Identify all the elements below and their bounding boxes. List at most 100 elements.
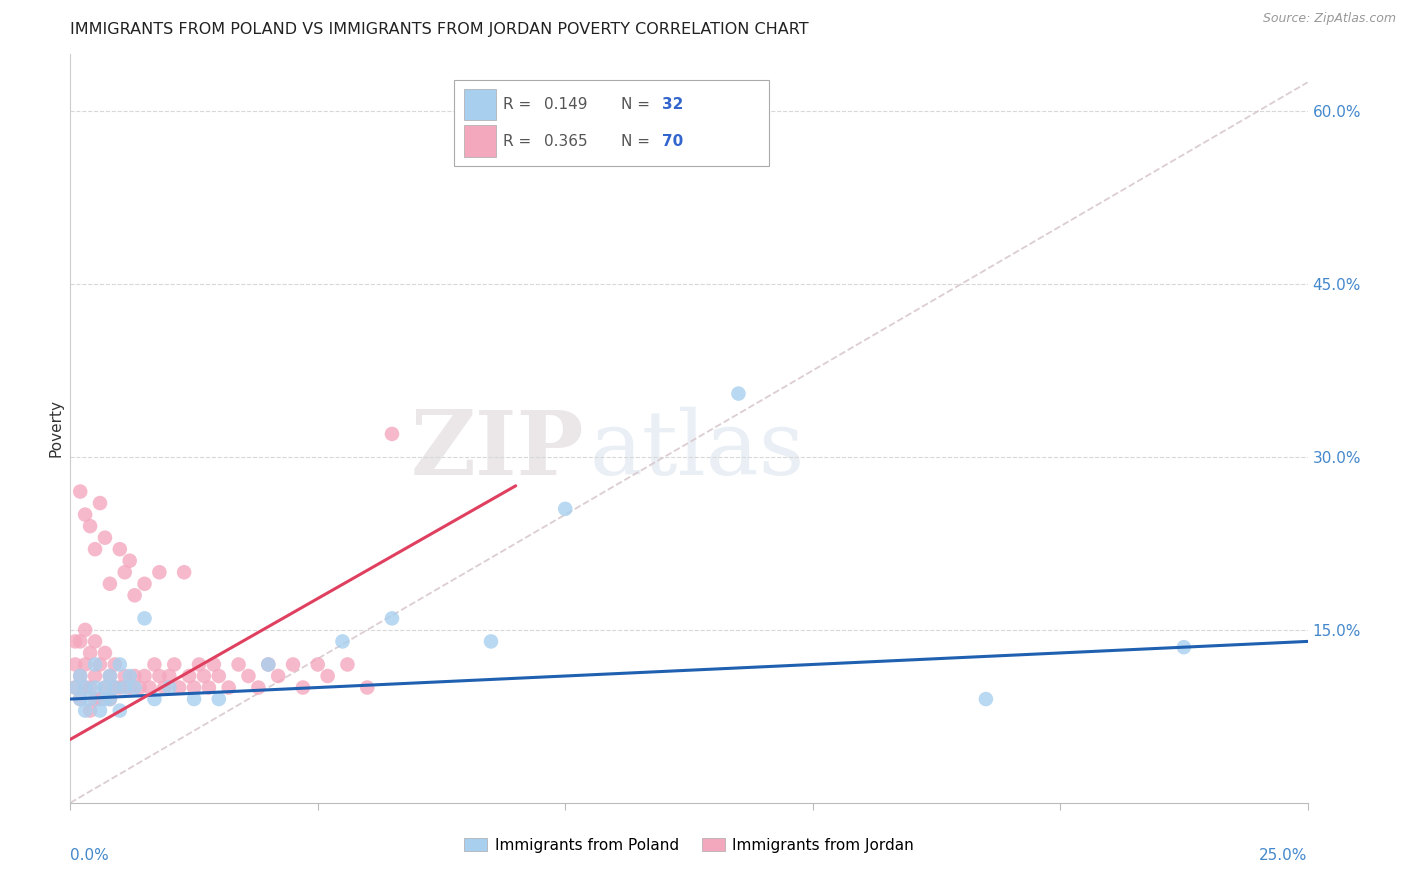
Point — [104, 657, 127, 672]
Point — [381, 426, 404, 441]
Point — [157, 669, 180, 683]
Text: 0.0%: 0.0% — [70, 847, 110, 863]
Point — [69, 634, 91, 648]
Point — [193, 669, 215, 683]
FancyBboxPatch shape — [454, 79, 769, 166]
Point — [148, 566, 170, 580]
Point — [79, 519, 101, 533]
Point — [138, 681, 160, 695]
Text: R =: R = — [503, 97, 537, 112]
Point — [79, 646, 101, 660]
Point — [134, 611, 156, 625]
Point — [218, 681, 240, 695]
Point — [118, 669, 141, 683]
Point — [307, 657, 329, 672]
Point — [173, 566, 195, 580]
Point — [69, 484, 91, 499]
Point — [84, 657, 107, 672]
Point — [94, 646, 117, 660]
Text: N =: N = — [621, 97, 655, 112]
Point — [94, 692, 117, 706]
Point — [108, 681, 131, 695]
Point — [188, 657, 211, 672]
Point — [128, 681, 150, 695]
Y-axis label: Poverty: Poverty — [49, 399, 63, 458]
Point — [75, 681, 97, 695]
Point — [94, 681, 117, 695]
Text: N =: N = — [621, 134, 655, 149]
Text: 70: 70 — [662, 134, 683, 149]
Point — [94, 531, 117, 545]
Point — [356, 681, 378, 695]
Point — [202, 657, 225, 672]
Point — [114, 669, 136, 683]
Point — [134, 669, 156, 683]
Point — [554, 501, 576, 516]
Text: ZIP: ZIP — [411, 407, 583, 494]
Point — [198, 681, 221, 695]
Point — [84, 634, 107, 648]
Point — [257, 657, 280, 672]
Point — [316, 669, 339, 683]
Point — [1173, 640, 1195, 655]
Legend: Immigrants from Poland, Immigrants from Jordan: Immigrants from Poland, Immigrants from … — [458, 831, 920, 859]
Point — [79, 704, 101, 718]
Text: IMMIGRANTS FROM POLAND VS IMMIGRANTS FROM JORDAN POVERTY CORRELATION CHART: IMMIGRANTS FROM POLAND VS IMMIGRANTS FRO… — [70, 22, 808, 37]
Point — [134, 576, 156, 591]
Point — [183, 692, 205, 706]
FancyBboxPatch shape — [464, 126, 496, 157]
Point — [247, 681, 270, 695]
Point — [114, 566, 136, 580]
Point — [148, 669, 170, 683]
Point — [75, 508, 97, 522]
Text: 25.0%: 25.0% — [1260, 847, 1308, 863]
Point — [69, 692, 91, 706]
Point — [94, 681, 117, 695]
Point — [124, 588, 146, 602]
Point — [114, 681, 136, 695]
Point — [89, 704, 111, 718]
Point — [89, 657, 111, 672]
Point — [79, 681, 101, 695]
Point — [177, 669, 200, 683]
Text: 0.365: 0.365 — [544, 134, 588, 149]
Point — [108, 657, 131, 672]
Point — [118, 554, 141, 568]
Point — [257, 657, 280, 672]
Point — [208, 669, 231, 683]
Point — [108, 704, 131, 718]
Point — [65, 657, 87, 672]
Point — [89, 692, 111, 706]
Text: R =: R = — [503, 134, 537, 149]
Point — [157, 681, 180, 695]
Point — [153, 681, 176, 695]
Point — [124, 669, 146, 683]
Point — [98, 576, 121, 591]
Point — [98, 692, 121, 706]
Point — [291, 681, 314, 695]
Point — [104, 681, 127, 695]
Point — [69, 692, 91, 706]
Point — [84, 681, 107, 695]
Point — [65, 681, 87, 695]
Point — [75, 623, 97, 637]
Point — [108, 542, 131, 557]
Point — [84, 692, 107, 706]
Point — [98, 669, 121, 683]
Text: 0.149: 0.149 — [544, 97, 588, 112]
Point — [281, 657, 304, 672]
Point — [75, 657, 97, 672]
Text: Source: ZipAtlas.com: Source: ZipAtlas.com — [1263, 12, 1396, 25]
Point — [118, 681, 141, 695]
Point — [267, 669, 290, 683]
Text: atlas: atlas — [591, 407, 806, 494]
Point — [89, 496, 111, 510]
Point — [98, 692, 121, 706]
Point — [69, 669, 91, 683]
Point — [183, 681, 205, 695]
Point — [974, 692, 997, 706]
Point — [336, 657, 359, 672]
Point — [163, 657, 186, 672]
Point — [98, 669, 121, 683]
FancyBboxPatch shape — [464, 88, 496, 120]
